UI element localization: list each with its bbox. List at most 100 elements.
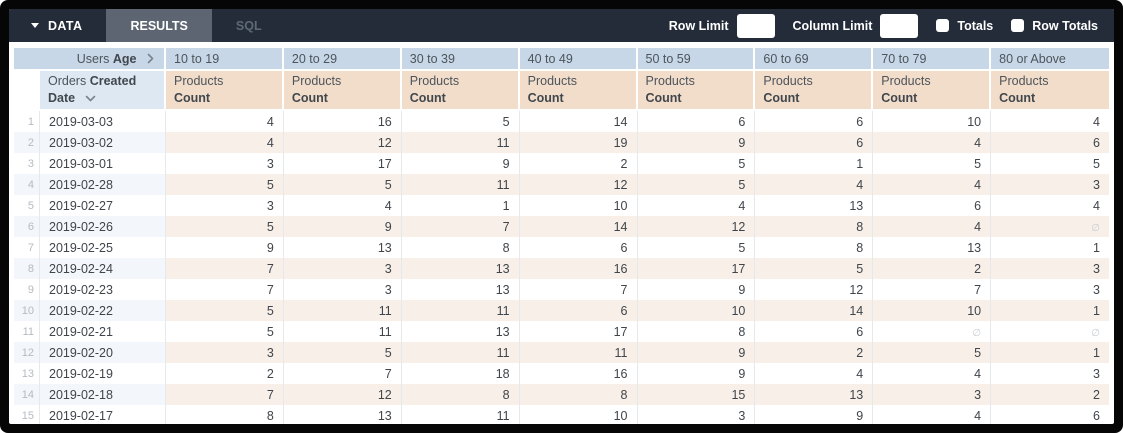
value-cell[interactable]: 13 (283, 237, 402, 258)
age-bucket-header[interactable]: 40 to 49 (519, 48, 638, 71)
value-cell[interactable]: 4 (991, 195, 1109, 216)
tab-results[interactable]: RESULTS (106, 9, 212, 42)
value-cell[interactable]: 6 (991, 132, 1109, 153)
value-cell[interactable]: 5 (637, 153, 756, 174)
value-cell[interactable]: 4 (873, 132, 992, 153)
value-cell[interactable]: 4 (755, 363, 874, 384)
tab-data[interactable]: DATA (9, 9, 106, 42)
measure-header[interactable]: Products Count (519, 71, 638, 111)
value-cell[interactable]: 17 (637, 258, 756, 279)
value-cell[interactable]: 3 (873, 384, 992, 405)
value-cell[interactable]: 12 (519, 174, 638, 195)
value-cell[interactable]: 5 (283, 342, 402, 363)
value-cell[interactable]: 4 (873, 363, 992, 384)
value-cell[interactable]: 10 (873, 300, 992, 321)
value-cell[interactable]: 11 (283, 321, 402, 342)
value-cell[interactable]: 4 (166, 132, 284, 153)
measure-header[interactable]: Products Count (283, 71, 402, 111)
column-limit-input[interactable] (880, 13, 919, 38)
value-cell[interactable]: 5 (166, 216, 284, 237)
value-cell[interactable]: 11 (283, 300, 402, 321)
value-cell[interactable]: 18 (401, 363, 520, 384)
value-cell[interactable]: 14 (519, 216, 638, 237)
value-cell[interactable]: 12 (637, 216, 756, 237)
value-cell[interactable]: 15 (637, 384, 756, 405)
date-cell[interactable]: 2019-02-23 (40, 279, 166, 300)
value-cell[interactable]: 3 (283, 279, 402, 300)
value-cell[interactable]: 4 (873, 405, 992, 424)
date-cell[interactable]: 2019-02-25 (40, 237, 166, 258)
value-cell[interactable]: 19 (519, 132, 638, 153)
measure-header[interactable]: Products Count (401, 71, 520, 111)
value-cell[interactable]: 4 (755, 174, 874, 195)
value-cell[interactable]: 7 (283, 363, 402, 384)
age-bucket-header[interactable]: 70 to 79 (873, 48, 992, 71)
value-cell[interactable]: 6 (755, 132, 874, 153)
age-bucket-header[interactable]: 10 to 19 (166, 48, 284, 71)
value-cell[interactable]: 14 (519, 111, 638, 132)
value-cell[interactable]: 5 (755, 258, 874, 279)
value-cell[interactable]: 3 (991, 258, 1109, 279)
value-cell[interactable]: 13 (401, 321, 520, 342)
value-cell[interactable]: 5 (401, 111, 520, 132)
value-cell[interactable]: 2 (755, 342, 874, 363)
value-cell[interactable]: 9 (755, 405, 874, 424)
value-cell[interactable]: 6 (519, 237, 638, 258)
age-bucket-header[interactable]: 60 to 69 (755, 48, 874, 71)
value-cell[interactable]: 7 (873, 279, 992, 300)
age-bucket-header[interactable]: 30 to 39 (401, 48, 520, 71)
value-cell[interactable]: 3 (991, 174, 1109, 195)
age-bucket-header[interactable]: 20 to 29 (283, 48, 402, 71)
value-cell[interactable]: 17 (283, 153, 402, 174)
measure-header[interactable]: Products Count (755, 71, 874, 111)
age-bucket-header[interactable]: 80 or Above (991, 48, 1109, 71)
value-cell[interactable]: 10 (637, 300, 756, 321)
value-cell[interactable]: 7 (166, 384, 284, 405)
value-cell[interactable]: 11 (401, 300, 520, 321)
value-cell[interactable]: 13 (401, 279, 520, 300)
value-cell[interactable]: 5 (873, 342, 992, 363)
date-cell[interactable]: 2019-02-18 (40, 384, 166, 405)
value-cell[interactable]: 3 (637, 405, 756, 424)
value-cell[interactable]: 3 (166, 195, 284, 216)
value-cell[interactable]: 12 (283, 384, 402, 405)
pivot-dimension-header[interactable]: Users Age (14, 48, 166, 71)
value-cell[interactable]: 4 (637, 195, 756, 216)
row-limit-input[interactable] (736, 13, 775, 38)
totals-checkbox[interactable] (936, 19, 950, 32)
value-cell[interactable]: 8 (166, 405, 284, 424)
tab-sql[interactable]: SQL (212, 9, 286, 42)
value-cell[interactable]: 13 (755, 384, 874, 405)
value-cell[interactable]: 2 (166, 363, 284, 384)
date-cell[interactable]: 2019-02-22 (40, 300, 166, 321)
date-cell[interactable]: 2019-02-27 (40, 195, 166, 216)
value-cell[interactable]: 3 (991, 363, 1109, 384)
value-cell[interactable]: 10 (873, 111, 992, 132)
value-cell[interactable]: 5 (637, 174, 756, 195)
value-cell[interactable]: 6 (991, 405, 1109, 424)
value-cell[interactable]: 1 (991, 342, 1109, 363)
row-dimension-header[interactable]: Orders Created Date (40, 71, 166, 111)
date-cell[interactable]: 2019-02-24 (40, 258, 166, 279)
value-cell[interactable]: 4 (873, 174, 992, 195)
value-cell[interactable]: 13 (755, 195, 874, 216)
value-cell[interactable]: 3 (991, 279, 1109, 300)
date-cell[interactable]: 2019-02-17 (40, 405, 166, 424)
value-cell[interactable]: 5 (873, 153, 992, 174)
value-cell[interactable]: ∅ (991, 321, 1109, 342)
value-cell[interactable]: 7 (166, 279, 284, 300)
value-cell[interactable]: 11 (519, 342, 638, 363)
measure-header[interactable]: Products Count (991, 71, 1109, 111)
measure-header[interactable]: Products Count (166, 71, 284, 111)
date-cell[interactable]: 2019-03-01 (40, 153, 166, 174)
row-totals-checkbox[interactable] (1011, 19, 1025, 32)
value-cell[interactable]: 3 (283, 258, 402, 279)
value-cell[interactable]: 16 (519, 363, 638, 384)
value-cell[interactable]: 11 (401, 405, 520, 424)
value-cell[interactable]: 16 (519, 258, 638, 279)
value-cell[interactable]: 8 (755, 216, 874, 237)
value-cell[interactable]: 6 (637, 111, 756, 132)
value-cell[interactable]: 9 (401, 153, 520, 174)
date-cell[interactable]: 2019-02-19 (40, 363, 166, 384)
value-cell[interactable]: 9 (637, 132, 756, 153)
